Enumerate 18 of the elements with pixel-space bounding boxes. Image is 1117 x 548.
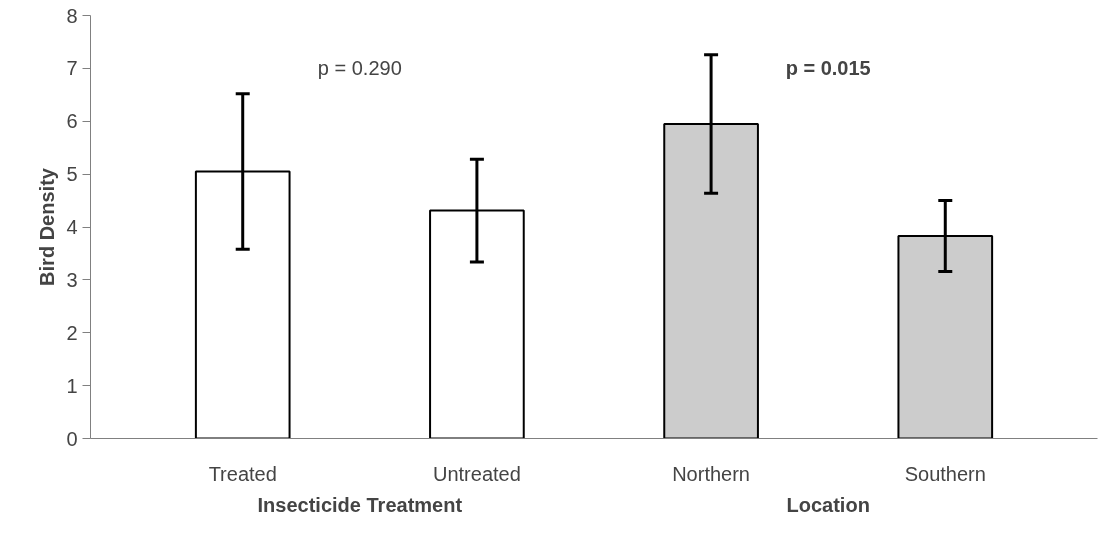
x-tick-label: Untreated (432, 462, 521, 485)
y-tick-label: 5 (66, 163, 78, 186)
text: Location (786, 493, 870, 516)
x-tick-label: Southern (904, 462, 986, 485)
y-tick-label: 6 (66, 110, 78, 133)
text: Insecticide Treatment (257, 493, 463, 516)
y-tick-label: 3 (66, 268, 78, 291)
y-tick-label: 7 (66, 57, 78, 80)
annotation: p = 0.290 (317, 56, 402, 79)
x-tick-label: Northern (672, 462, 750, 485)
annotation: p = 0.015 (785, 56, 871, 79)
y-tick-label: 4 (66, 216, 78, 238)
y-tick-label: 8 (66, 4, 78, 27)
y-tick-label: 2 (66, 321, 78, 344)
y-tick-label: 0 (66, 427, 78, 450)
y-axis-title: Bird Density (36, 167, 59, 286)
x-tick-label: Treated (208, 462, 277, 485)
y-tick-label: 1 (66, 374, 78, 397)
